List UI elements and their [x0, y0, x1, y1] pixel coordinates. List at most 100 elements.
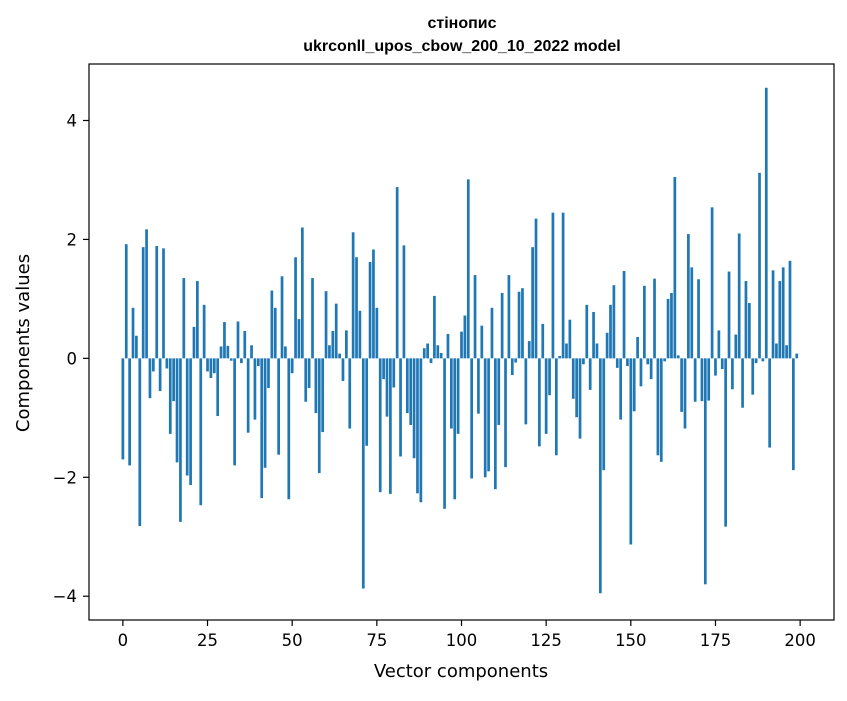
bar-145 — [613, 285, 616, 358]
bar-62 — [331, 331, 334, 358]
bar-15 — [172, 358, 175, 401]
bar-112 — [501, 293, 504, 358]
bar-156 — [650, 358, 653, 379]
bar-40 — [257, 358, 260, 366]
bar-149 — [626, 358, 629, 366]
bar-103 — [470, 358, 473, 478]
bar-113 — [504, 358, 507, 467]
bar-47 — [281, 276, 284, 358]
bar-31 — [226, 346, 229, 358]
bar-148 — [623, 271, 626, 358]
bar-150 — [629, 358, 632, 544]
bar-70 — [359, 311, 362, 359]
bar-154 — [643, 286, 646, 359]
bar-126 — [548, 358, 551, 395]
bar-172 — [704, 358, 707, 584]
bar-54 — [304, 358, 307, 401]
bar-77 — [382, 358, 385, 379]
bar-34 — [237, 321, 240, 358]
bar-85 — [409, 358, 412, 425]
bar-71 — [362, 358, 365, 588]
bar-188 — [758, 173, 761, 359]
bar-184 — [745, 281, 748, 358]
bar-185 — [748, 303, 751, 358]
bar-38 — [250, 345, 253, 358]
x-tick-label: 0 — [118, 631, 129, 650]
bar-119 — [524, 358, 527, 424]
bar-59 — [321, 358, 324, 432]
y-tick-label: −2 — [53, 468, 77, 487]
bar-142 — [602, 358, 605, 470]
bar-179 — [728, 272, 731, 359]
bar-98 — [453, 358, 456, 499]
x-tick-label: 125 — [530, 631, 562, 650]
bar-68 — [352, 232, 355, 358]
bar-135 — [579, 358, 582, 438]
bar-56 — [311, 278, 314, 358]
bar-80 — [392, 358, 395, 387]
bar-65 — [342, 358, 345, 381]
bar-13 — [166, 358, 169, 368]
bar-99 — [457, 358, 460, 434]
bar-175 — [714, 358, 717, 375]
bar-32 — [230, 358, 233, 360]
x-tick-label: 75 — [366, 631, 387, 650]
bar-177 — [721, 358, 724, 369]
bar-194 — [778, 281, 781, 358]
bar-120 — [528, 341, 531, 358]
bar-163 — [673, 177, 676, 358]
bar-152 — [636, 337, 639, 358]
bar-139 — [592, 312, 595, 358]
bar-140 — [596, 343, 599, 358]
bar-186 — [751, 358, 754, 394]
bar-143 — [606, 333, 609, 359]
bar-67 — [348, 358, 351, 428]
bar-18 — [182, 278, 185, 358]
bar-89 — [423, 348, 426, 358]
bar-44 — [271, 291, 274, 359]
bar-151 — [633, 358, 636, 411]
bar-8 — [149, 358, 152, 398]
bar-93 — [436, 345, 439, 358]
bar-7 — [145, 229, 148, 358]
bar-92 — [433, 296, 436, 358]
bar-162 — [670, 293, 673, 358]
chart-title: стінопис — [427, 15, 496, 32]
bar-46 — [277, 358, 280, 454]
bar-26 — [210, 358, 213, 378]
bar-129 — [558, 356, 561, 358]
bar-33 — [233, 358, 236, 465]
bar-4 — [135, 336, 138, 359]
bar-114 — [508, 275, 511, 358]
bar-75 — [375, 308, 378, 359]
bar-187 — [755, 358, 758, 363]
bar-95 — [443, 358, 446, 508]
bar-48 — [284, 346, 287, 358]
bar-168 — [690, 267, 693, 358]
bar-28 — [216, 358, 219, 416]
bar-125 — [545, 358, 548, 434]
bar-53 — [301, 228, 304, 359]
bar-35 — [240, 358, 243, 363]
bar-198 — [792, 358, 795, 470]
bar-24 — [203, 305, 206, 359]
bar-45 — [274, 308, 277, 359]
bar-138 — [589, 358, 592, 390]
bar-11 — [159, 358, 162, 391]
bar-111 — [497, 358, 500, 425]
bar-79 — [389, 358, 392, 494]
bar-82 — [399, 358, 402, 456]
bar-5 — [138, 358, 141, 526]
bar-137 — [585, 305, 588, 359]
bar-43 — [267, 358, 270, 388]
bar-147 — [619, 358, 622, 419]
bar-74 — [372, 250, 375, 359]
bar-87 — [416, 358, 419, 493]
bar-61 — [328, 345, 331, 358]
bar-9 — [152, 358, 155, 371]
bar-171 — [701, 358, 704, 401]
bar-110 — [494, 358, 497, 489]
bar-94 — [440, 353, 443, 358]
bar-55 — [308, 358, 311, 388]
bar-161 — [667, 299, 670, 358]
